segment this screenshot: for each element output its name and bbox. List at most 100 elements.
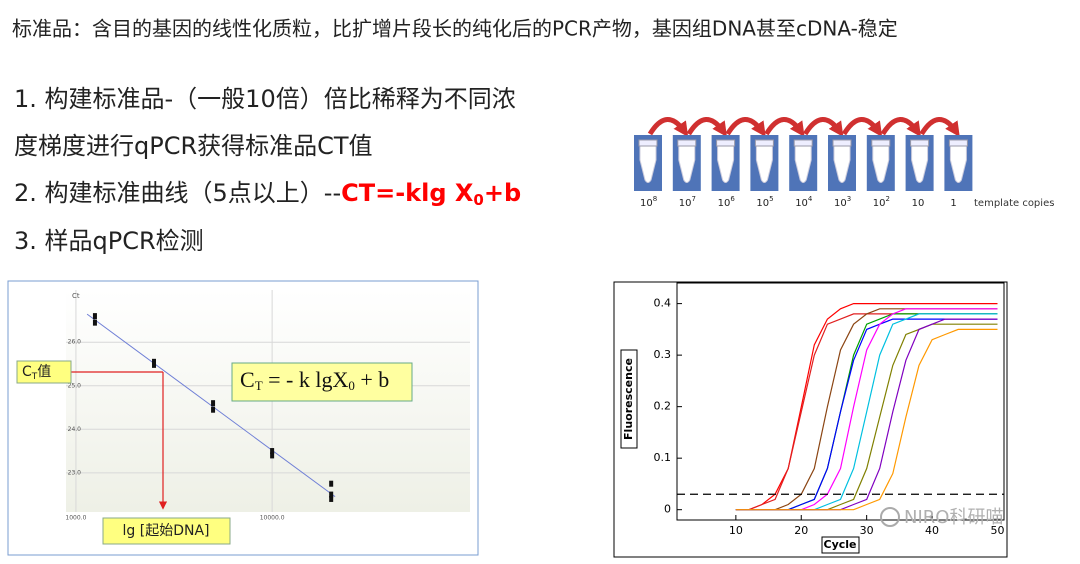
eq-part: = - k lgX	[263, 367, 349, 392]
tube-label: 107	[679, 195, 696, 209]
tube	[911, 145, 929, 183]
point	[211, 400, 216, 407]
step: 3. 样品qPCR检测	[14, 227, 204, 255]
y-tick-label: 0.2	[654, 400, 672, 413]
step-text: 2. 构建标准曲线（5点以上）--	[14, 179, 341, 207]
tube-base: 10	[873, 198, 886, 209]
y-tick-label: 0.1	[654, 451, 672, 464]
tube-cap	[910, 139, 930, 147]
tube-base: 10	[640, 198, 653, 209]
tube-cap	[677, 139, 697, 147]
tube-cap	[638, 139, 658, 147]
dilution-unit: template copies	[974, 198, 1054, 209]
transfer-arrow	[880, 117, 921, 137]
tube-label: 106	[718, 195, 736, 209]
x-label-box	[102, 517, 231, 545]
tube-base: 10	[795, 198, 808, 209]
point	[329, 491, 334, 498]
tube-base: 10	[679, 198, 692, 209]
y-tick-label: 0.4	[654, 297, 672, 310]
point	[92, 319, 97, 326]
tube-cap	[948, 139, 968, 147]
transfer-arrow	[725, 117, 766, 137]
tube-cap	[754, 139, 774, 147]
y-axis-label: Fluorescence	[622, 358, 635, 440]
y-label-box	[620, 349, 638, 449]
tube-exp: 5	[769, 195, 773, 203]
x-tick-label: 10	[729, 524, 743, 537]
eq-part: C	[240, 367, 255, 392]
point	[152, 358, 157, 365]
point	[270, 452, 275, 459]
tube-label: 103	[834, 195, 851, 209]
tube-base: 10	[834, 198, 847, 209]
tube-exp: 6	[730, 195, 735, 203]
y-axis-label: Ct	[72, 292, 80, 300]
tube-label: 104	[795, 195, 813, 209]
x-axis-label: Cycle	[824, 538, 857, 551]
transfer-arrow	[647, 117, 689, 137]
tube	[794, 145, 812, 183]
tube-label: 108	[640, 195, 657, 209]
eq-sub: T	[255, 378, 263, 393]
tube-exp: 2	[886, 195, 890, 203]
tube-exp: 3	[847, 195, 851, 203]
x-tick-label: 20	[794, 524, 808, 537]
y-tick-label: 0.3	[654, 348, 672, 361]
ct-label-box	[16, 360, 72, 384]
tube-cap	[793, 139, 813, 147]
point	[329, 480, 334, 487]
step: 度梯度进行qPCR获得标准品CT值	[14, 132, 373, 160]
transfer-arrow	[841, 117, 883, 137]
step: 2. 构建标准曲线（5点以上）--CT=-klg X0+b	[14, 179, 521, 209]
tube	[872, 145, 890, 183]
x-tick-label: 30	[860, 524, 874, 537]
y-tick-label: 26.0	[68, 339, 82, 346]
transfer-arrow	[919, 117, 960, 137]
formula-tail: +b	[484, 179, 521, 207]
ct-sub: T	[31, 372, 38, 382]
point	[270, 448, 275, 455]
transfer-arrow	[803, 117, 844, 137]
watermark-icon	[880, 507, 900, 527]
eq-part: + b	[355, 367, 389, 392]
tube	[678, 145, 696, 183]
x-axis-label: lg [起始DNA]	[123, 523, 210, 539]
tube-base: 1	[950, 198, 956, 209]
formula-sub: 0	[473, 191, 483, 209]
ct-c: C	[22, 364, 32, 380]
tube	[755, 145, 773, 183]
x-label-box	[821, 536, 860, 554]
eq-sub: 0	[348, 378, 355, 393]
curve	[735, 303, 998, 511]
x-tick-label: 1000.0	[65, 515, 86, 522]
tube-exp: 7	[692, 195, 696, 203]
tube	[949, 145, 967, 183]
tube-base: 10	[912, 198, 925, 209]
watermark: NIRO科研喵	[904, 507, 1003, 528]
tube-cap	[871, 139, 891, 147]
y-tick-label: 25.0	[68, 382, 82, 389]
formula: CT=-klg X	[341, 179, 474, 207]
tube-cap	[832, 139, 852, 147]
tube-cap	[716, 139, 736, 147]
tube-base: 10	[756, 198, 769, 209]
tube-label: 102	[873, 195, 890, 209]
point	[329, 495, 334, 502]
tube	[833, 145, 851, 183]
point	[92, 313, 97, 320]
y-tick-label: 24.0	[68, 426, 82, 433]
dilution-diagram: 108 107 106 105 104 103 102 10 1	[634, 117, 973, 209]
ct-tail: 值	[37, 364, 51, 380]
tube-label: 105	[756, 195, 773, 209]
ct-label: CT值	[22, 364, 51, 382]
plot-frame	[676, 282, 1005, 521]
x-tick-label: 50	[990, 524, 1004, 537]
transfer-arrow	[686, 117, 727, 137]
point	[152, 361, 157, 368]
curve	[735, 328, 998, 511]
y-tick-label: 23.0	[68, 469, 82, 476]
equation-box	[231, 362, 413, 402]
x-tick-label: 40	[925, 524, 939, 537]
